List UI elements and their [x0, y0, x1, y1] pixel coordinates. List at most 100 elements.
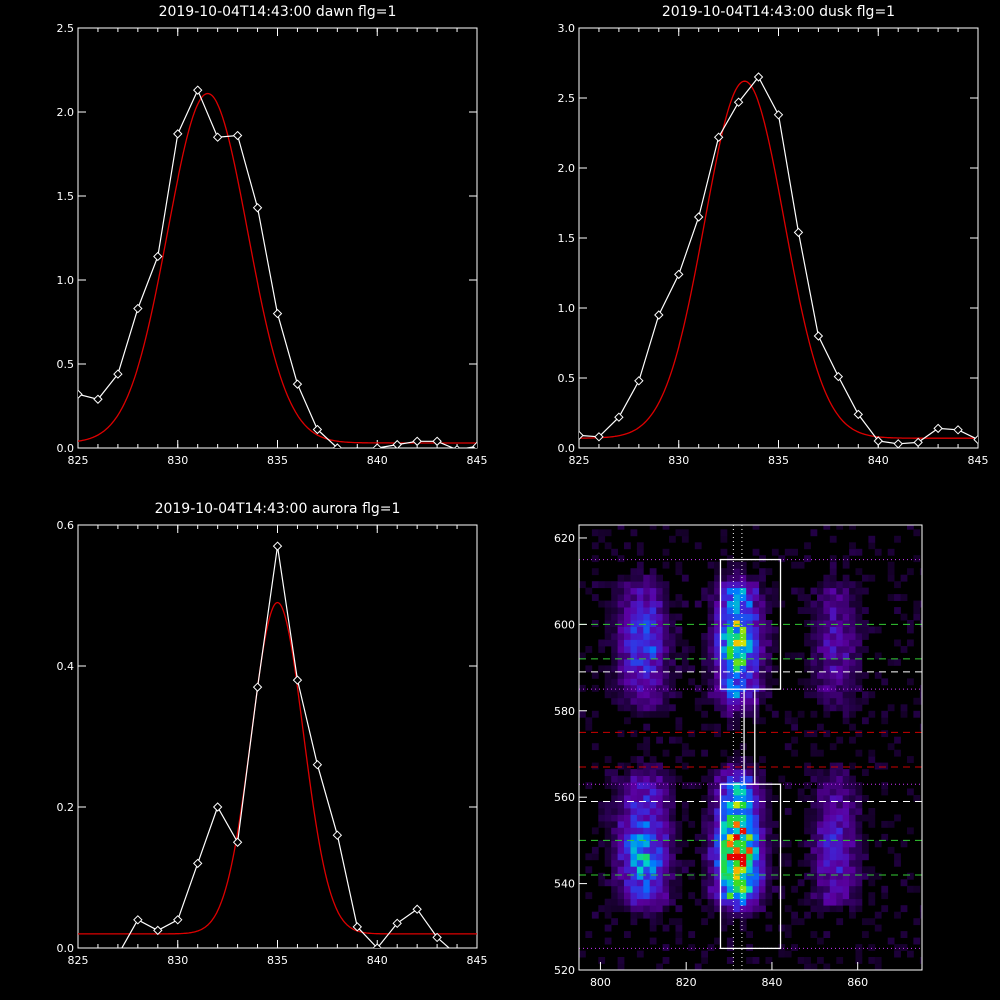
heatmap-cell	[829, 885, 837, 893]
heatmap-cell	[636, 710, 644, 718]
heatmap-cell	[726, 898, 734, 906]
heatmap-cell	[817, 853, 824, 861]
heatmap-cell	[720, 918, 728, 926]
heatmap-cell	[669, 613, 676, 621]
heatmap-cell	[823, 814, 831, 822]
heatmap-cell	[836, 652, 844, 660]
heatmap-cell	[810, 801, 818, 809]
heatmap-cell	[759, 769, 766, 776]
heatmap-cell	[624, 931, 631, 938]
heatmap-cell	[765, 782, 773, 789]
heatmap-cell	[649, 626, 657, 634]
heatmap-cell	[739, 633, 747, 640]
heatmap-cell	[604, 769, 612, 776]
heatmap-cell	[759, 898, 766, 906]
heatmap-cell	[739, 827, 747, 835]
heatmap-cell	[752, 626, 760, 634]
heatmap-cell	[817, 846, 824, 854]
heatmap-cell	[675, 594, 683, 601]
heatmap-cell	[649, 678, 657, 686]
heatmap-cell	[765, 594, 773, 601]
heatmap-cell	[823, 872, 831, 880]
heatmap-cell	[630, 788, 638, 796]
heatmap-cell	[810, 820, 818, 828]
heatmap-cell	[636, 872, 644, 880]
heatmap-cell	[681, 808, 689, 815]
heatmap-cell	[630, 710, 638, 718]
heatmap-cell	[810, 710, 818, 718]
heatmap-cell	[759, 568, 766, 576]
heatmap-cell	[887, 574, 895, 582]
heatmap-cell	[778, 859, 786, 867]
x-tick-label: 845	[467, 454, 488, 467]
heatmap-cell	[611, 885, 618, 893]
heatmap-cell	[855, 879, 863, 887]
heatmap-cell	[791, 548, 798, 556]
heatmap-cell	[810, 788, 818, 796]
heatmap-cell	[675, 924, 683, 932]
heatmap-cell	[688, 665, 696, 673]
heatmap-cell	[662, 795, 670, 802]
heatmap-cell	[662, 840, 670, 848]
heatmap-cell	[617, 866, 625, 874]
heatmap-cell	[636, 840, 644, 848]
heatmap-cell	[797, 678, 805, 686]
heatmap-cell	[868, 756, 876, 763]
heatmap-cell	[817, 633, 824, 640]
heatmap-cell	[849, 898, 856, 906]
heatmap-cell	[643, 581, 651, 589]
heatmap-cell	[649, 820, 657, 828]
heatmap-cell	[817, 581, 824, 589]
heatmap-cell	[849, 853, 856, 861]
heatmap-cell	[784, 859, 792, 867]
heatmap-cell	[855, 568, 863, 576]
heatmap-cell	[900, 646, 908, 653]
heatmap-cell	[919, 723, 922, 731]
heatmap-cell	[907, 872, 914, 880]
heatmap-cell	[701, 905, 708, 913]
heatmap-cell	[636, 795, 644, 802]
heatmap-cell	[643, 911, 651, 919]
heatmap-cell	[669, 646, 676, 653]
heatmap-cell	[804, 853, 811, 861]
heatmap-cell	[643, 620, 651, 627]
heatmap-cell	[669, 665, 676, 673]
heatmap-cell	[810, 833, 818, 841]
heatmap-cell	[726, 820, 734, 828]
heatmap-cell	[797, 859, 805, 867]
heatmap-cell	[759, 581, 766, 589]
heatmap-cell	[739, 691, 747, 699]
heatmap-cell	[765, 859, 773, 867]
heatmap-cell	[900, 613, 908, 621]
heatmap-cell	[759, 879, 766, 887]
heatmap-cell	[649, 846, 657, 854]
heatmap-cell	[765, 646, 773, 653]
heatmap-cell	[836, 957, 844, 964]
heatmap-cell	[823, 574, 831, 582]
heatmap-cell	[907, 568, 914, 576]
heatmap-cell	[662, 782, 670, 789]
heatmap-cell	[862, 671, 869, 679]
heatmap-cell	[810, 872, 818, 880]
heatmap-cell	[855, 820, 863, 828]
heatmap-cell	[636, 542, 644, 550]
heatmap-cell	[611, 658, 618, 666]
heatmap-cell	[849, 795, 856, 802]
heatmap-cell	[611, 866, 618, 874]
heatmap-cell	[752, 671, 760, 679]
y-tick-label: 580	[554, 705, 575, 718]
heatmap-cell	[739, 568, 747, 576]
heatmap-cell	[919, 568, 922, 576]
heatmap-cell	[836, 626, 844, 634]
heatmap-cell	[829, 626, 837, 634]
heatmap-cell	[913, 529, 921, 537]
heatmap-cell	[778, 600, 786, 608]
heatmap-cell	[643, 658, 651, 666]
heatmap-cell	[649, 613, 657, 621]
heatmap-cell	[739, 704, 747, 712]
heatmap-cell	[617, 684, 625, 692]
heatmap-cell	[720, 665, 728, 673]
heatmap-cell	[797, 607, 805, 614]
heatmap-cell	[707, 633, 715, 640]
heatmap-cell	[842, 587, 850, 595]
